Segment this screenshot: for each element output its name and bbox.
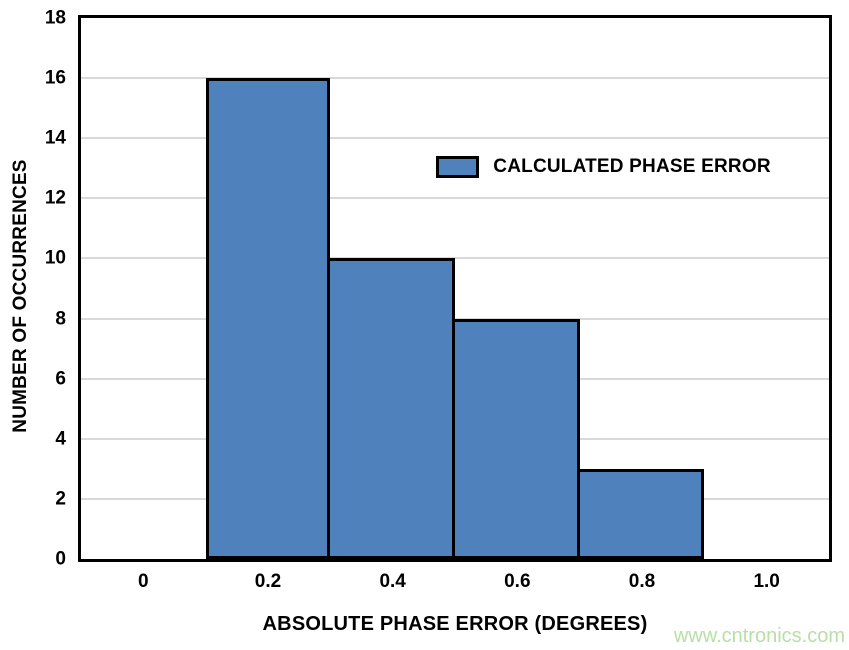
x-tick-label: 1.0 [753, 571, 780, 592]
legend-label: CALCULATED PHASE ERROR [493, 155, 771, 177]
plot-area: CALCULATED PHASE ERROR [78, 15, 832, 562]
gridline [81, 77, 829, 80]
legend: CALCULATED PHASE ERROR [436, 155, 771, 178]
y-tick-labels: 0 2 4 6 8 10 12 14 16 18 [0, 9, 66, 569]
y-tick-label: 4 [55, 428, 66, 450]
bar-0.8 [576, 468, 705, 559]
x-axis-title: ABSOLUTE PHASE ERROR (DEGREES) [262, 613, 648, 635]
x-tick-label: 0.8 [628, 571, 656, 592]
bar-0.2 [205, 78, 331, 559]
x-tick-label: 0 [138, 571, 149, 592]
y-tick-label: 2 [55, 488, 66, 510]
y-tick-label: 18 [44, 7, 66, 29]
x-tick-label: 0.6 [504, 571, 531, 592]
y-tick-label: 14 [44, 127, 66, 149]
watermark: www.cntronics.com [673, 625, 845, 647]
x-tick-labels: 0 0.2 0.4 0.6 0.8 1.0 [81, 572, 829, 598]
y-tick-label: 8 [55, 308, 66, 330]
bar-0.6 [452, 318, 580, 559]
gridline [81, 257, 829, 260]
gridline [81, 137, 829, 140]
y-tick-label: 12 [44, 187, 66, 209]
gridline [81, 197, 829, 200]
legend-swatch-icon [436, 155, 480, 178]
y-tick-label: 6 [55, 368, 66, 390]
x-tick-label: 0.2 [254, 571, 282, 592]
x-tick-label: 0.4 [379, 571, 406, 592]
y-tick-label: 16 [44, 67, 66, 89]
bar-0.4 [327, 258, 455, 559]
y-tick-label: 10 [44, 247, 66, 269]
y-tick-label: 0 [55, 548, 66, 570]
